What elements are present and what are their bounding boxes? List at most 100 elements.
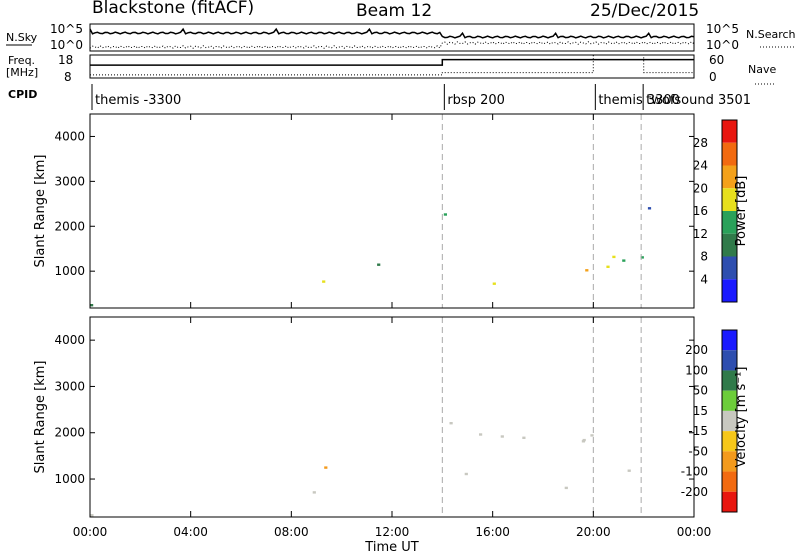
colorbar-tick-label: 12 [693,227,708,241]
colorbar-tick-label: 20 [693,181,708,195]
freq-line [90,58,694,66]
date-title: 25/Dec/2015 [590,1,699,21]
colorbar-tick-label: 4 [700,272,708,286]
freq-label-line1: Freq. [8,54,35,67]
nsky-label: N.Sky [6,31,38,44]
beam-title: Beam 12 [356,1,432,21]
data-cell [627,469,631,472]
colorbar-tick-label: 15 [693,404,708,418]
data-cell [443,213,447,216]
data-cell [622,259,626,262]
power-colorbar-label: Power [dB] [734,176,749,247]
nsearch-label: N.Search [746,28,796,41]
colorbar-swatch [722,233,737,257]
y-tick-label: 4000 [54,129,85,143]
colorbar-swatch [722,256,737,280]
colorbar-swatch [722,279,737,302]
data-cell [500,435,504,438]
x-tick-label: 00:00 [73,525,108,539]
y-tick-label: 2000 [54,219,85,233]
freq-panel: 18 8 Freq. [MHz] 60 0 Nave [6,53,776,85]
colorbar-tick-label: 100 [685,363,708,377]
x-tick-label: 16:00 [475,525,510,539]
colorbar-tick-label: 16 [693,204,708,218]
data-cell [585,269,589,272]
cpid-segment-label: themis -3300 [95,93,181,108]
x-tick-label: 00:00 [677,525,712,539]
data-cell [564,486,568,490]
data-cell [324,466,328,469]
colorbar-swatch [722,471,737,492]
colorbar-tick-label: 28 [693,136,708,150]
nsky-tick-top: 10^5 [50,22,83,36]
colorbar-tick-label: 24 [693,159,708,173]
data-cell [522,436,526,439]
nsky-panel: 10^5 10^0 N.Sky 10^5 10^0 N.Search [6,22,796,52]
colorbar-swatch [722,451,737,472]
colorbar-swatch [722,390,737,411]
velocity-panel: 1000 2000 3000 4000 Slant Range [km] 200 100… [33,316,749,518]
x-tick-label: 20:00 [576,525,611,539]
nsearch-line [89,41,695,49]
nave-tick-top: 60 [709,53,724,67]
nave-tick-bottom: 0 [709,70,717,84]
data-cell [90,514,94,517]
velocity-ylabel: Slant Range [km] [33,361,48,474]
cpid-segment-label: themis 3300 [598,93,680,108]
nsky-line [89,27,695,39]
data-cell [464,472,468,476]
colorbar-tick-label: 8 [700,250,708,264]
data-cell [312,491,316,494]
cpid-segment-label: rbsp 200 [447,93,505,108]
colorbar-tick-label: 200 [685,343,708,357]
y-tick-label: 3000 [54,174,85,188]
freq-label-line2: [MHz] [6,66,38,79]
freq-tick-bottom: 8 [64,70,72,84]
colorbar-swatch [722,188,737,211]
power-panel: 1000 2000 3000 4000 Slant Range [km] 4 8 12 16… [33,113,749,309]
data-cell [582,438,586,442]
x-tick-label: 12:00 [375,525,410,539]
station-title: Blackstone (fitACF) [92,0,254,18]
colorbar-swatch [722,410,737,432]
x-tick-label: 04:00 [173,525,208,539]
time-axis-label: Time UT [364,540,418,554]
colorbar-swatch [722,431,737,452]
velocity-colorbar-label: Velocity [m s⁻¹] [734,367,749,468]
data-cell [612,255,616,259]
power-ylabel: Slant Range [km] [33,155,48,268]
nsky-tick-bottom: 10^0 [50,38,83,52]
colorbar-tick-label: -200 [681,485,708,499]
nave-line [90,54,694,76]
data-cell [492,282,496,285]
cpid-panel: themis -3300 rbsp 200 themis 3300twofsound… [91,84,751,110]
y-tick-label: 4000 [54,333,85,347]
data-cell [322,280,326,283]
data-cell [449,422,453,425]
nsearch-tick-top: 10^5 [706,22,739,36]
nave-label: Nave [748,63,776,76]
colorbar-swatch [722,491,737,512]
y-tick-label: 2000 [54,426,85,440]
data-cell [590,434,594,437]
data-cell [581,440,585,443]
cpid-label: CPID [8,88,37,101]
colorbar-swatch [722,165,737,189]
colorbar-swatch [722,142,737,166]
colorbar-tick-label: -15 [688,424,708,438]
colorbar-swatch [722,350,737,371]
colorbar-tick-label: -50 [688,444,708,458]
data-cell [647,207,652,210]
colorbar-tick-label: -100 [681,465,708,479]
y-tick-label: 1000 [54,472,85,486]
colorbar-swatch [722,120,737,143]
y-tick-label: 1000 [54,264,85,278]
data-cell [479,433,483,436]
nsearch-tick-bottom: 10^0 [706,38,739,52]
data-cell [377,263,381,266]
freq-tick-top: 18 [58,53,73,67]
data-cell [90,304,94,307]
colorbar-swatch [722,211,737,234]
colorbar-tick-label: 50 [693,384,708,398]
